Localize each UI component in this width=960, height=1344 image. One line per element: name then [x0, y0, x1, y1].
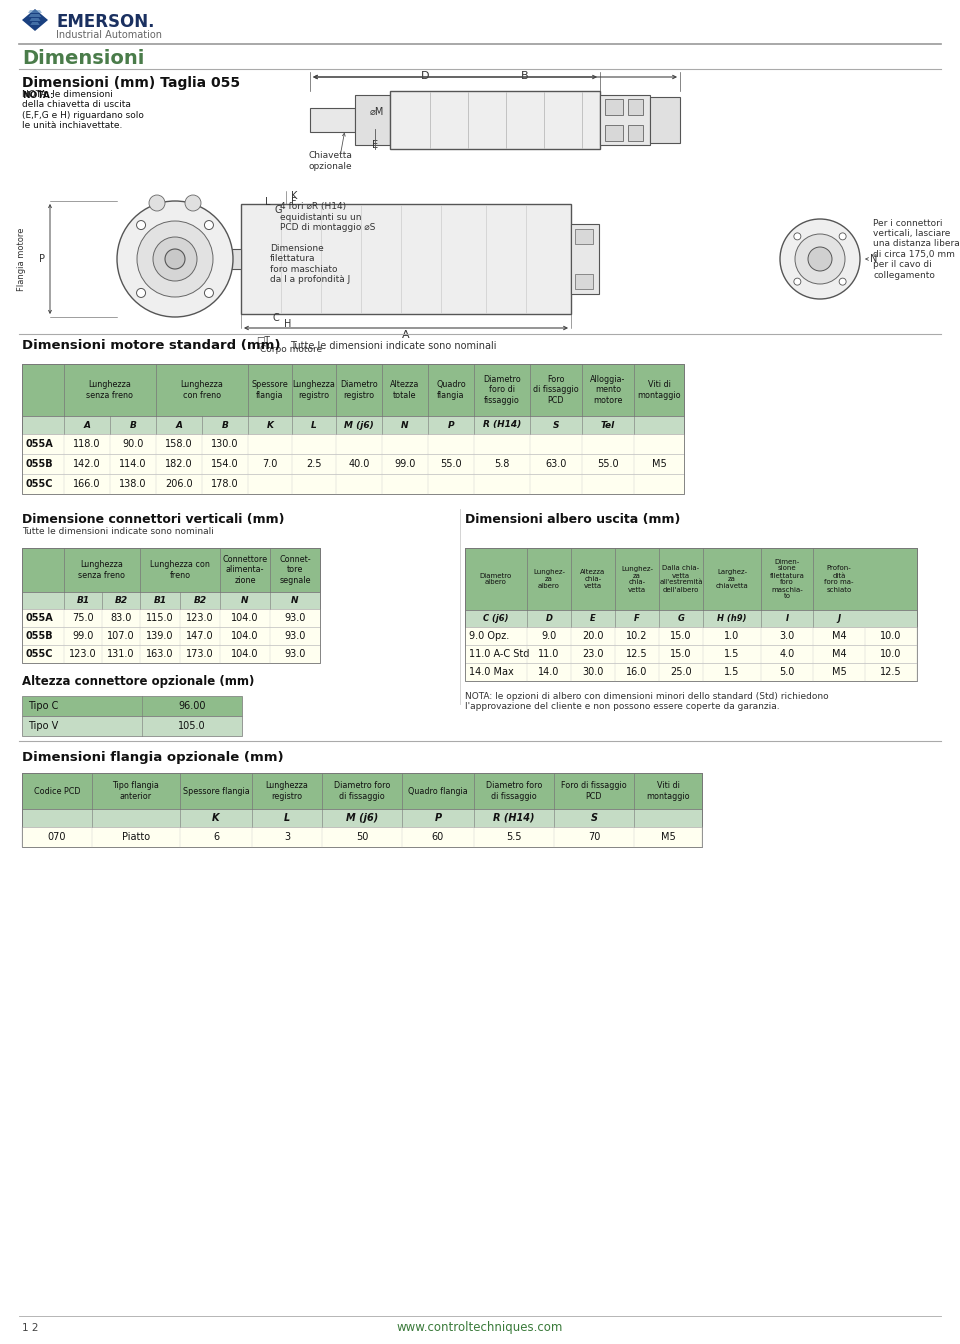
Text: 123.0: 123.0: [186, 613, 214, 624]
Text: Lunghezza
registro: Lunghezza registro: [293, 380, 335, 399]
Text: Lunghezza
senza freno: Lunghezza senza freno: [79, 560, 126, 579]
Text: Spessore flangia: Spessore flangia: [182, 786, 250, 796]
Bar: [605, 99, 623, 116]
Text: 3.0: 3.0: [780, 630, 795, 641]
Text: B1: B1: [154, 595, 167, 605]
Text: R (H14): R (H14): [483, 421, 521, 430]
Bar: [211, 249, 229, 253]
Text: Industrial Automation: Industrial Automation: [56, 30, 162, 40]
Text: 99.0: 99.0: [72, 630, 94, 641]
Bar: [206, 249, 241, 269]
Bar: [22, 434, 684, 454]
Circle shape: [149, 195, 165, 211]
Text: Foro
di fissaggio
PCD: Foro di fissaggio PCD: [533, 375, 579, 405]
Text: Altezza
chia-
vetta: Altezza chia- vetta: [581, 569, 606, 589]
Text: NOTA:: NOTA:: [22, 91, 54, 101]
Polygon shape: [22, 9, 48, 31]
Bar: [465, 628, 917, 645]
Text: N: N: [401, 421, 409, 430]
Text: L: L: [284, 813, 290, 823]
Text: 96.00: 96.00: [179, 702, 205, 711]
Text: 11.0: 11.0: [539, 649, 560, 659]
Text: P: P: [447, 421, 454, 430]
Text: C (j6): C (j6): [483, 614, 509, 624]
Text: I: I: [785, 614, 788, 624]
Circle shape: [794, 278, 801, 285]
Bar: [22, 364, 684, 495]
Text: A: A: [84, 421, 90, 430]
Text: 5.8: 5.8: [494, 460, 510, 469]
Text: Diametro
registro: Diametro registro: [340, 380, 378, 399]
Text: 93.0: 93.0: [284, 613, 305, 624]
Text: Larghez-
za
chiavetta: Larghez- za chiavetta: [715, 569, 749, 589]
Bar: [465, 663, 917, 681]
Text: D: D: [420, 71, 429, 81]
Bar: [22, 716, 242, 737]
Text: 9.0 Opz.: 9.0 Opz.: [469, 630, 509, 641]
Text: Alloggia-
mento
motore: Alloggia- mento motore: [590, 375, 626, 405]
Text: Lunghezza
registro: Lunghezza registro: [266, 781, 308, 801]
Circle shape: [153, 237, 197, 281]
Text: 40.0: 40.0: [348, 460, 370, 469]
Text: Dimensione
filettatura
foro maschiato
da I a profondità J: Dimensione filettatura foro maschiato da…: [270, 243, 350, 284]
Text: 115.0: 115.0: [146, 613, 174, 624]
Bar: [22, 591, 320, 609]
Text: Altezza
totale: Altezza totale: [391, 380, 420, 399]
Bar: [241, 204, 571, 314]
Text: EMERSON.: EMERSON.: [56, 13, 155, 31]
Text: Tipo C: Tipo C: [28, 702, 59, 711]
Text: 55.0: 55.0: [441, 460, 462, 469]
Text: Altezza connettore opzionale (mm): Altezza connettore opzionale (mm): [22, 675, 254, 688]
Text: B: B: [130, 421, 136, 430]
Text: Lunghezza con
freno: Lunghezza con freno: [150, 560, 210, 579]
Circle shape: [808, 247, 832, 271]
Text: 25.0: 25.0: [670, 667, 692, 677]
Circle shape: [204, 289, 213, 297]
Text: B1: B1: [77, 595, 89, 605]
Text: 166.0: 166.0: [73, 478, 101, 489]
Text: A: A: [176, 421, 182, 430]
Text: H (h9): H (h9): [717, 614, 747, 624]
Text: Dimen-
sione
filettatura
foro
maschia-
to: Dimen- sione filettatura foro maschia- t…: [770, 559, 804, 599]
Text: 138.0: 138.0: [119, 478, 147, 489]
Text: 15.0: 15.0: [670, 630, 692, 641]
Text: A: A: [402, 331, 410, 340]
Text: 182.0: 182.0: [165, 460, 193, 469]
Text: 055C: 055C: [26, 649, 54, 659]
Text: Corpo motore: Corpo motore: [260, 345, 322, 355]
Text: 1.5: 1.5: [724, 667, 740, 677]
Text: www.controltechniques.com: www.controltechniques.com: [396, 1321, 564, 1335]
Text: Per i connettori
verticali, lasciare
una distanza libera
di circa 175,0 mm
per i: Per i connettori verticali, lasciare una…: [873, 219, 960, 280]
Text: M5: M5: [831, 667, 847, 677]
Text: S: S: [590, 813, 597, 823]
Polygon shape: [29, 13, 41, 17]
Text: 83.0: 83.0: [110, 613, 132, 624]
Text: Tipo flangia
anterior: Tipo flangia anterior: [112, 781, 159, 801]
Bar: [22, 548, 320, 591]
Text: B2: B2: [193, 595, 206, 605]
Polygon shape: [28, 9, 42, 13]
Text: 104.0: 104.0: [231, 649, 259, 659]
Text: K: K: [291, 191, 298, 202]
Text: Dalla chia-
vetta
all'estremità
dell'albero: Dalla chia- vetta all'estremità dell'alb…: [660, 566, 703, 593]
Text: 93.0: 93.0: [284, 630, 305, 641]
Circle shape: [780, 219, 860, 298]
Text: 1.0: 1.0: [725, 630, 739, 641]
Text: 2.5: 2.5: [306, 460, 322, 469]
Text: M4: M4: [831, 630, 847, 641]
Text: Dimensioni (mm) Taglia 055: Dimensioni (mm) Taglia 055: [22, 77, 240, 90]
Circle shape: [795, 234, 845, 284]
Text: 20.0: 20.0: [583, 630, 604, 641]
Bar: [22, 628, 320, 645]
Bar: [571, 224, 599, 294]
Text: 4 fori ⌀R (H14)
equidistanti su un
PCD di montaggio ⌀S: 4 fori ⌀R (H14) equidistanti su un PCD d…: [280, 202, 375, 233]
Circle shape: [136, 220, 146, 230]
Text: 5.5: 5.5: [506, 832, 521, 841]
Text: 154.0: 154.0: [211, 460, 239, 469]
Bar: [600, 95, 650, 145]
Text: 055B: 055B: [26, 460, 54, 469]
Text: Dimensione connettori verticali (mm): Dimensione connettori verticali (mm): [22, 513, 284, 527]
Text: 070: 070: [48, 832, 66, 841]
Circle shape: [165, 249, 185, 269]
Text: Diametro
foro di
fissaggio: Diametro foro di fissaggio: [483, 375, 521, 405]
